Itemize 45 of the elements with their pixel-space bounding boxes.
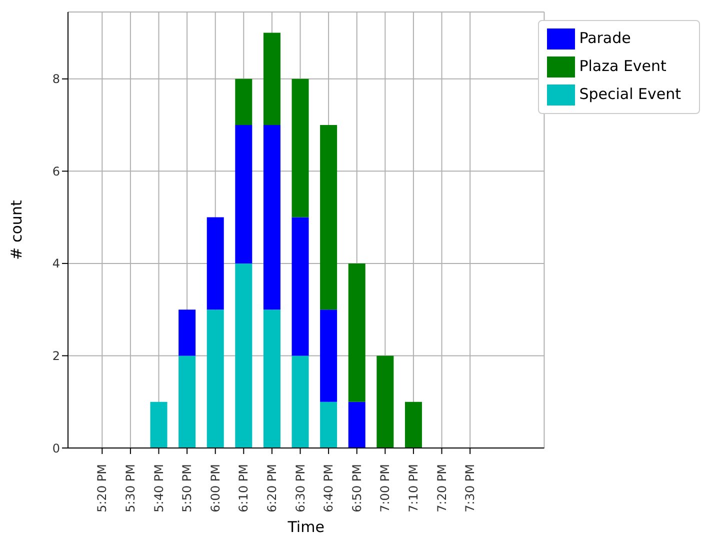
x-tick-label: 5:50 PM — [180, 464, 194, 512]
bar — [150, 402, 168, 448]
x-tick-label: 5:40 PM — [152, 464, 166, 512]
x-tick-label: 7:30 PM — [463, 464, 478, 512]
x-tick-label: 6:00 PM — [208, 464, 222, 512]
bar — [320, 402, 338, 448]
x-axis-title: Time — [286, 518, 324, 536]
bar — [263, 310, 280, 448]
legend-label: Parade — [579, 29, 631, 48]
bar — [348, 263, 366, 402]
bar — [404, 402, 422, 448]
y-tick-label: 0 — [52, 441, 60, 456]
x-tick-label: 5:20 PM — [95, 464, 110, 512]
x-tick-label: 6:30 PM — [293, 464, 308, 512]
y-tick-label: 2 — [52, 348, 60, 363]
x-tick-label: 6:20 PM — [264, 464, 279, 512]
x-tick-label: 6:50 PM — [350, 464, 364, 512]
bar — [348, 402, 366, 448]
bar — [292, 217, 309, 356]
bar — [235, 125, 252, 264]
legend-label: Plaza Event — [579, 57, 666, 76]
bar — [206, 310, 224, 448]
bar — [263, 125, 280, 310]
y-axis-title: # count — [7, 200, 26, 260]
y-tick-label: 6 — [52, 164, 60, 178]
bar — [320, 125, 338, 310]
bar — [320, 310, 338, 402]
bar — [178, 356, 196, 448]
x-tick-label: 7:10 PM — [406, 464, 420, 512]
bar — [235, 78, 252, 126]
y-tick-label: 8 — [52, 72, 60, 86]
bar — [292, 78, 309, 218]
x-tick-label: 6:40 PM — [322, 464, 336, 512]
legend-label: Special Event — [579, 85, 681, 104]
bar — [235, 263, 252, 448]
bar — [178, 310, 196, 356]
bar — [263, 32, 280, 126]
bar — [292, 356, 309, 448]
x-tick-label: 7:20 PM — [434, 464, 449, 512]
y-tick-label: 4 — [52, 256, 60, 271]
x-tick-label: 5:30 PM — [123, 464, 138, 512]
x-tick-label: 7:00 PM — [378, 464, 392, 512]
x-tick-label: 6:10 PM — [236, 464, 251, 512]
bar — [376, 356, 394, 448]
bar — [206, 217, 224, 310]
